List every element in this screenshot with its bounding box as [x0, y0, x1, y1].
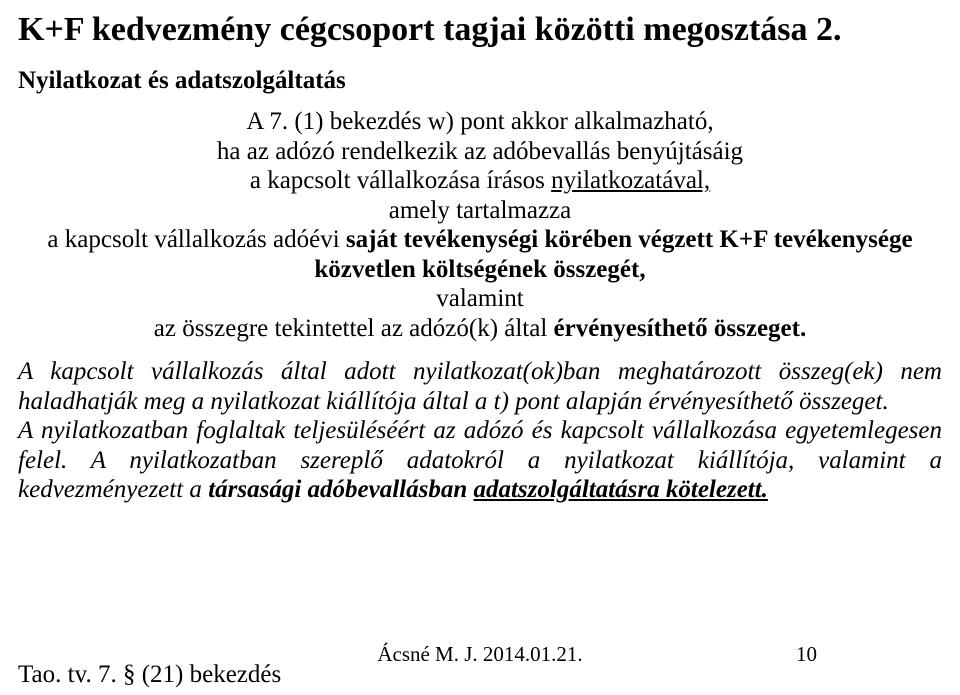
- para1-line7-bold: érvényesíthető összeget.: [554, 315, 807, 342]
- footer-left: Tao. tv. 7. § (21) bekezdés: [18, 661, 281, 689]
- para1-line6: valamint: [18, 284, 942, 314]
- para3-bold1: társasági adóbevallásban: [208, 476, 467, 503]
- para1-line5: a kapcsolt vállalkozás adóévi saját tevé…: [18, 225, 942, 284]
- para1-line5-bold: saját tevékenységi körében végzett K+F t…: [314, 226, 912, 283]
- page-subtitle: Nyilatkozat és adatszolgáltatás: [18, 67, 942, 95]
- para1-line7-pre: az összegre tekintettel az adózó(k) álta…: [154, 315, 554, 342]
- slide-page: K+F kedvezmény cégcsoport tagjai közötti…: [0, 0, 960, 695]
- para1-line3-pre: a kapcsolt vállalkozása írásos: [250, 167, 551, 194]
- page-title: K+F kedvezmény cégcsoport tagjai közötti…: [18, 10, 942, 49]
- para2: A kapcsolt vállalkozás által adott nyila…: [18, 357, 942, 416]
- para1-line2: ha az adózó rendelkezik az adóbevallás b…: [18, 137, 942, 167]
- para1-line7: az összegre tekintettel az adózó(k) álta…: [18, 314, 942, 344]
- para1-line5-pre: a kapcsolt vállalkozás adóévi: [47, 226, 346, 253]
- para1-line3: a kapcsolt vállalkozása írásos nyilatkoz…: [18, 166, 942, 196]
- para3-bold2: adatszolgáltatásra kötelezett.: [473, 476, 767, 503]
- body-text: A 7. (1) bekezdés w) pont akkor alkalmaz…: [18, 107, 942, 505]
- gap1: [18, 343, 942, 357]
- para1-line1: A 7. (1) bekezdés w) pont akkor alkalmaz…: [18, 107, 942, 137]
- para1-line3-underline: nyilatkozatával,: [551, 167, 710, 194]
- footer-page-number: 10: [796, 642, 817, 667]
- para1-line4: amely tartalmazza: [18, 196, 942, 226]
- para3: A nyilatkozatban foglaltak teljesüléséér…: [18, 416, 942, 505]
